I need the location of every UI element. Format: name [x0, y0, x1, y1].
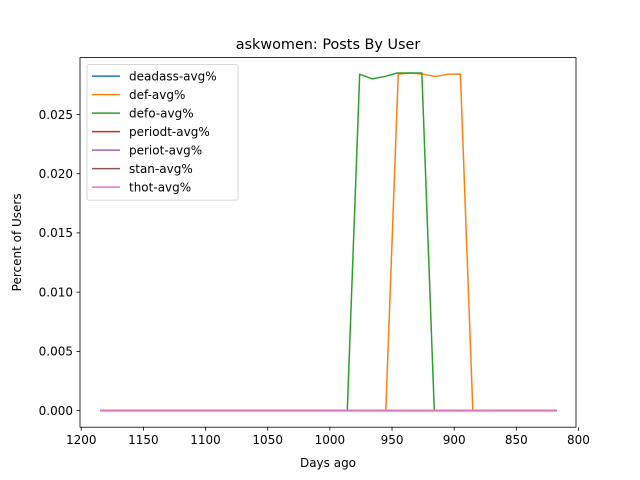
- legend: deadass-avg% def-avg% defo-avg% periodt-avg…: [86, 64, 239, 201]
- y-tick-label: 0.010: [39, 285, 73, 299]
- y-tick-label: 0.005: [39, 345, 73, 359]
- legend-entry-4: periot-avg%: [129, 143, 202, 157]
- x-tick-label: 950: [381, 433, 404, 447]
- x-tick-label: 900: [443, 433, 466, 447]
- y-tick-label: 0.000: [39, 404, 73, 418]
- x-tick-label: 1100: [190, 433, 221, 447]
- x-tick-label: 1200: [66, 433, 97, 447]
- chart-title: askwomen: Posts By User: [236, 37, 421, 53]
- legend-entry-3: periodt-avg%: [129, 125, 210, 139]
- y-tick-label: 0.020: [39, 167, 73, 181]
- y-tick-label: 0.025: [39, 108, 73, 122]
- series-line-1: [100, 72, 557, 412]
- legend-entry-1: def-avg%: [129, 88, 185, 102]
- x-tick-label: 850: [505, 433, 528, 447]
- y-axis-label: Percent of Users: [10, 193, 24, 291]
- legend-entry-6: thot-avg%: [129, 180, 191, 194]
- x-axis-label: Days ago: [300, 456, 356, 470]
- legend-box: [86, 64, 239, 201]
- x-tick-label: 1000: [315, 433, 346, 447]
- x-axis-ticks: 1200 1150 1100 1050 1000 950 900 850 800: [66, 427, 590, 447]
- series-line-2: [100, 72, 557, 412]
- legend-entry-5: stan-avg%: [129, 162, 193, 176]
- plot-area-frame: [79, 57, 577, 428]
- plot-lines: [100, 72, 557, 412]
- legend-entry-0: deadass-avg%: [129, 69, 217, 83]
- y-axis-ticks: 0.000 0.005 0.010 0.015 0.020 0.025: [39, 108, 80, 418]
- legend-entry-2: defo-avg%: [129, 106, 194, 120]
- x-tick-label: 1050: [252, 433, 283, 447]
- y-tick-label: 0.015: [39, 226, 73, 240]
- x-tick-label: 800: [567, 433, 590, 447]
- x-tick-label: 1150: [128, 433, 159, 447]
